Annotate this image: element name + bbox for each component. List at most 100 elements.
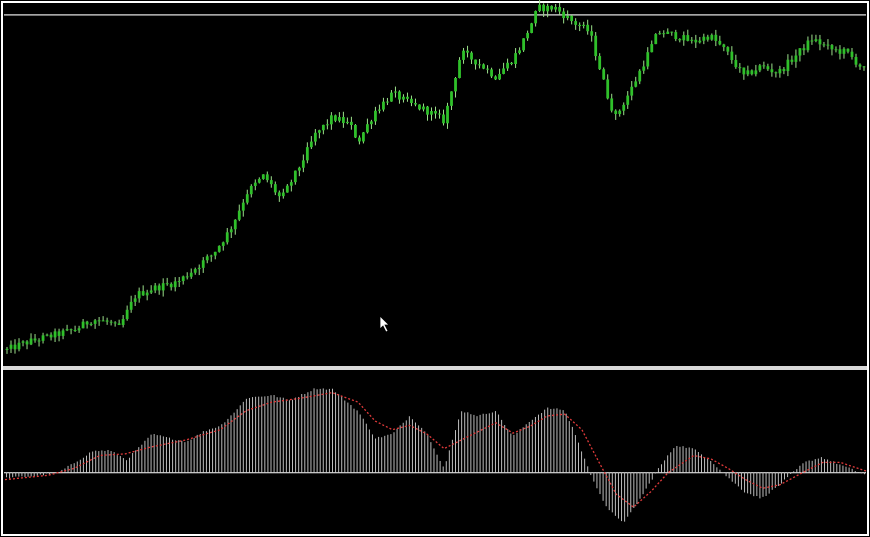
candle-body <box>794 55 798 62</box>
candle-body <box>9 344 13 349</box>
candle-body <box>17 342 21 350</box>
candle-body <box>446 105 449 124</box>
candle-body <box>273 184 277 193</box>
candle-body <box>177 281 181 283</box>
candle-body <box>29 338 33 345</box>
candle-body <box>410 98 413 104</box>
candle-body <box>241 202 245 211</box>
candle-body <box>398 91 401 100</box>
candle-body <box>522 38 526 51</box>
candle-body <box>754 70 758 75</box>
candle-body <box>269 180 273 185</box>
candle-body <box>746 70 750 75</box>
price-panel[interactable] <box>4 0 866 354</box>
candle-body <box>418 104 421 110</box>
candle-body <box>810 40 814 42</box>
candle-body <box>406 96 409 99</box>
candle-body <box>370 121 373 125</box>
candle-body <box>109 321 113 323</box>
candle-body <box>614 110 618 115</box>
candle-body <box>618 110 622 115</box>
candle-body <box>538 4 542 11</box>
candle-body <box>654 34 658 45</box>
candle-body <box>402 96 405 100</box>
candle-body <box>534 10 538 24</box>
candle-body <box>81 321 85 329</box>
candle-body <box>390 92 393 102</box>
candle-body <box>786 59 790 72</box>
candle-body <box>670 31 674 33</box>
candle-body <box>846 48 850 52</box>
candle-body <box>422 106 425 110</box>
candle-body <box>121 318 125 325</box>
candle-body <box>638 70 642 82</box>
candle-body <box>157 285 161 291</box>
candle-body <box>454 78 457 92</box>
candle-body <box>686 35 690 41</box>
candle-body <box>842 48 846 54</box>
candle-body <box>574 21 578 25</box>
candle-body <box>69 329 73 331</box>
candle-body <box>490 69 493 77</box>
candle-body <box>814 39 818 41</box>
candle-body <box>506 62 509 69</box>
candle-body <box>466 50 469 53</box>
candle-body <box>606 79 610 99</box>
candle-body <box>498 73 501 80</box>
candle-body <box>478 64 481 66</box>
candle-body <box>486 68 489 70</box>
candle-body <box>145 292 149 296</box>
candle-body <box>826 44 830 46</box>
candle-body <box>542 4 546 12</box>
candle-body <box>13 344 17 350</box>
candle-body <box>185 276 189 278</box>
candle-body <box>45 334 49 336</box>
candle-body <box>658 33 662 35</box>
panel-separator[interactable] <box>3 366 867 370</box>
candle-body <box>850 51 854 57</box>
candle-body <box>225 232 229 243</box>
candle-body <box>726 47 730 52</box>
candle-body <box>566 15 570 19</box>
candle-body <box>61 330 65 336</box>
candle-body <box>313 132 317 142</box>
candle-body <box>474 59 477 65</box>
candle-body <box>438 113 441 115</box>
candle-body <box>73 330 77 332</box>
candle-body <box>602 69 606 80</box>
candle-body <box>742 67 746 75</box>
candle-body <box>25 341 29 345</box>
candle-body <box>582 24 586 27</box>
candle-body <box>430 111 433 115</box>
candle-body <box>694 39 698 43</box>
candle-body <box>510 62 513 65</box>
candle-body <box>626 95 630 105</box>
candle-body <box>830 45 834 50</box>
candle-body <box>253 182 257 186</box>
candle-body <box>834 49 838 51</box>
candle-body <box>189 272 193 277</box>
candle-body <box>229 229 233 233</box>
candle-body <box>674 32 678 40</box>
oscillator-panel[interactable] <box>4 388 867 522</box>
candle-body <box>281 192 285 197</box>
candle-body <box>594 35 598 57</box>
candle-body <box>309 141 313 148</box>
candle-body <box>301 160 305 168</box>
candle-body <box>325 124 329 126</box>
candle-body <box>129 301 133 310</box>
candle-body <box>149 290 153 293</box>
oscillator-signal-line <box>4 391 867 509</box>
oscillator-histogram <box>6 388 865 522</box>
candle-body <box>197 267 201 270</box>
candle-body <box>358 137 361 142</box>
candle-body <box>341 117 345 124</box>
candle-body <box>85 321 89 325</box>
candle-body <box>169 283 173 288</box>
candle-body <box>33 338 37 341</box>
candle-body <box>450 91 453 106</box>
candle-body <box>117 323 121 325</box>
candle-body <box>181 276 185 282</box>
